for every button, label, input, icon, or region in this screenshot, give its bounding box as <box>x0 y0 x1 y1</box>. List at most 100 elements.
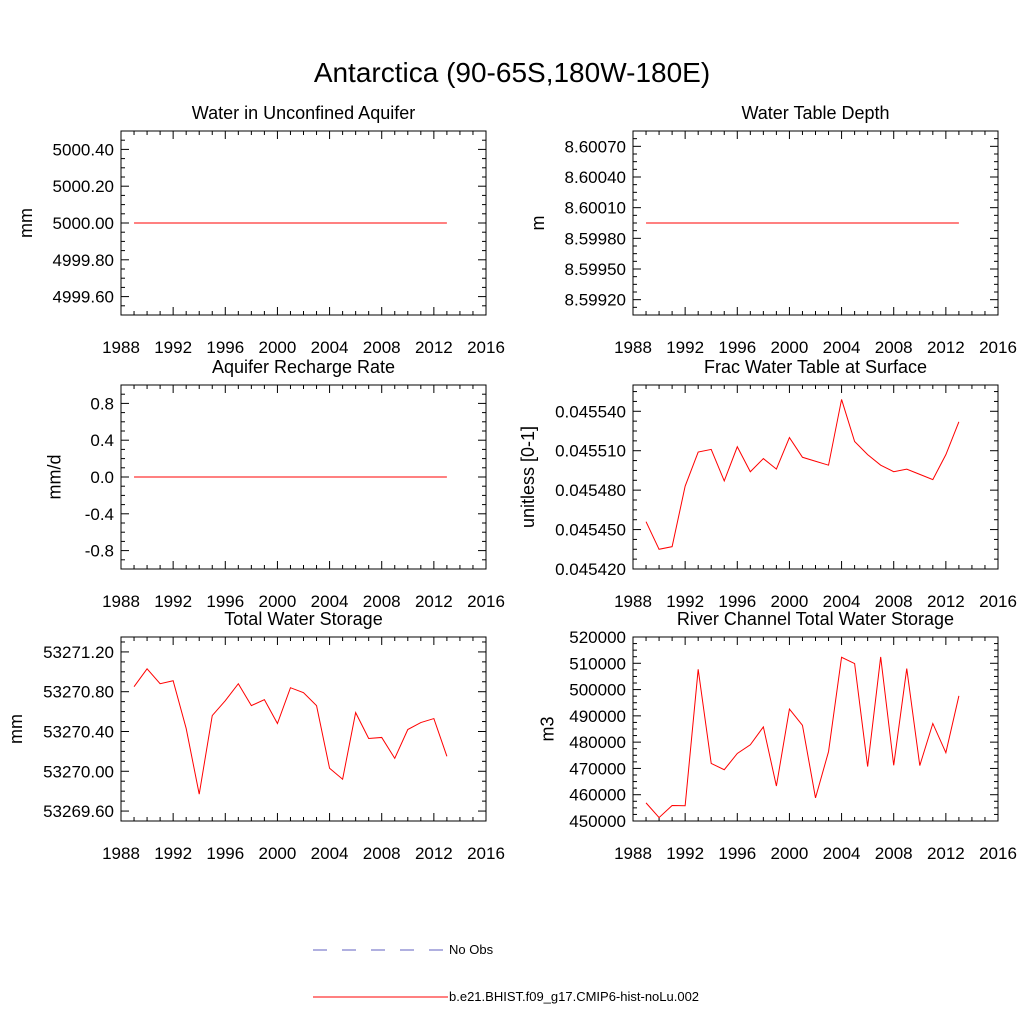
plot-frame <box>120 636 487 822</box>
y-tick-label: 0.0 <box>90 468 114 487</box>
x-tick-label: 2016 <box>979 844 1017 863</box>
y-tick-label: 8.60040 <box>565 168 626 187</box>
y-axis-label: m <box>528 216 548 231</box>
series-line <box>133 668 448 795</box>
x-tick-label: 1996 <box>206 592 244 611</box>
x-tick-label: 1996 <box>206 844 244 863</box>
x-tick-label: 1992 <box>666 338 704 357</box>
page-title: Antarctica (90-65S,180W-180E) <box>314 57 710 88</box>
x-tick-label: 2000 <box>259 844 297 863</box>
x-tick-label: 1996 <box>206 338 244 357</box>
y-tick-label: 53270.00 <box>43 762 114 781</box>
x-tick-label: 2012 <box>927 338 965 357</box>
series-line <box>645 399 960 550</box>
y-tick-label: 0.045480 <box>555 481 626 500</box>
legend: No Obs b.e21.BHIST.f09_g17.CMIP6-hist-no… <box>313 942 699 1004</box>
y-tick-label: 500000 <box>569 681 626 700</box>
x-tick-label: 1992 <box>666 592 704 611</box>
chart-panel: Water in Unconfined Aquifer 1988 1992 1996 2… <box>16 103 505 357</box>
chart-panel: River Channel Total Water Storage 1988 199… <box>537 609 1017 863</box>
x-tick-label: 2000 <box>771 844 809 863</box>
x-tick-label: 2008 <box>875 338 913 357</box>
x-tick-label: 2008 <box>363 592 401 611</box>
x-tick-label: 2012 <box>415 844 453 863</box>
y-axis-label: unitless [0-1] <box>518 426 538 528</box>
chart-panel: Aquifer Recharge Rate 1988 1992 1996 2000 200… <box>45 357 505 611</box>
y-tick-label: 4999.60 <box>53 288 114 307</box>
y-axis-label: m3 <box>537 716 557 741</box>
y-tick-label: 8.59980 <box>565 229 626 248</box>
y-tick-label: 53271.20 <box>43 643 114 662</box>
chart-panel: Water Table Depth 1988 1992 1996 2000 2004 200… <box>528 103 1017 357</box>
y-tick-label: 8.59920 <box>565 291 626 310</box>
legend-label-model: b.e21.BHIST.f09_g17.CMIP6-hist-noLu.002 <box>449 989 699 1004</box>
x-tick-label: 1996 <box>718 592 756 611</box>
x-tick-label: 1996 <box>718 844 756 863</box>
chart-title: Total Water Storage <box>224 609 382 629</box>
y-tick-label: 8.59950 <box>565 260 626 279</box>
y-tick-label: 5000.00 <box>53 214 114 233</box>
series-line <box>645 656 960 819</box>
x-tick-label: 2004 <box>823 844 861 863</box>
chart-title: Water in Unconfined Aquifer <box>192 103 415 123</box>
y-tick-label: 0.045510 <box>555 442 626 461</box>
y-tick-label: 450000 <box>569 812 626 831</box>
x-tick-label: 2012 <box>415 338 453 357</box>
y-tick-label: 0.045540 <box>555 402 626 421</box>
y-tick-label: 53269.60 <box>43 802 114 821</box>
x-tick-label: 2016 <box>467 844 505 863</box>
y-tick-label: 470000 <box>569 759 626 778</box>
x-tick-label: 1992 <box>666 844 704 863</box>
x-tick-label: 2004 <box>823 338 861 357</box>
x-tick-label: 1988 <box>102 844 140 863</box>
x-tick-label: 2016 <box>979 592 1017 611</box>
x-tick-label: 2008 <box>363 338 401 357</box>
y-tick-label: 8.60010 <box>565 199 626 218</box>
x-tick-label: 2012 <box>927 592 965 611</box>
y-tick-label: 8.60070 <box>565 137 626 156</box>
x-tick-label: 2016 <box>467 592 505 611</box>
x-tick-label: 2004 <box>311 592 349 611</box>
y-tick-label: 5000.20 <box>53 177 114 196</box>
x-tick-label: 1992 <box>154 592 192 611</box>
y-axis-label: mm <box>16 208 36 238</box>
x-tick-label: 2000 <box>771 338 809 357</box>
x-tick-label: 2016 <box>467 338 505 357</box>
y-tick-label: 4999.80 <box>53 251 114 270</box>
x-tick-label: 2012 <box>927 844 965 863</box>
x-tick-label: 1988 <box>102 338 140 357</box>
x-tick-label: 2000 <box>259 338 297 357</box>
y-axis-label: mm/d <box>45 455 65 500</box>
panels: Water in Unconfined Aquifer 1988 1992 1996 2… <box>6 103 1017 863</box>
x-tick-label: 2000 <box>259 592 297 611</box>
y-tick-label: 510000 <box>569 654 626 673</box>
x-tick-label: 2012 <box>415 592 453 611</box>
y-tick-label: 0.045420 <box>555 560 626 579</box>
chart-title: Aquifer Recharge Rate <box>212 357 395 377</box>
x-tick-label: 1992 <box>154 844 192 863</box>
x-tick-label: 2008 <box>875 592 913 611</box>
plot-frame <box>632 384 999 570</box>
y-tick-label: 490000 <box>569 707 626 726</box>
x-tick-label: 1988 <box>614 592 652 611</box>
y-tick-label: 0.8 <box>90 394 114 413</box>
x-tick-label: 1988 <box>614 844 652 863</box>
y-tick-label: 5000.40 <box>53 140 114 159</box>
legend-label-no-obs: No Obs <box>449 942 494 957</box>
plot-frame <box>632 636 999 822</box>
y-tick-label: 0.045450 <box>555 521 626 540</box>
legend-item-no-obs: No Obs <box>313 942 494 957</box>
x-tick-label: 2004 <box>823 592 861 611</box>
y-tick-label: 0.4 <box>90 431 114 450</box>
x-tick-label: 2000 <box>771 592 809 611</box>
x-tick-label: 2004 <box>311 338 349 357</box>
chart-panel: Total Water Storage 1988 1992 1996 2000 2004 2… <box>6 609 505 863</box>
y-tick-label: 53270.80 <box>43 683 114 702</box>
x-tick-label: 2008 <box>875 844 913 863</box>
y-tick-label: -0.4 <box>85 505 114 524</box>
x-tick-label: 1988 <box>614 338 652 357</box>
y-tick-label: 460000 <box>569 786 626 805</box>
y-tick-label: 520000 <box>569 628 626 647</box>
x-tick-label: 2016 <box>979 338 1017 357</box>
chart-title: River Channel Total Water Storage <box>677 609 954 629</box>
